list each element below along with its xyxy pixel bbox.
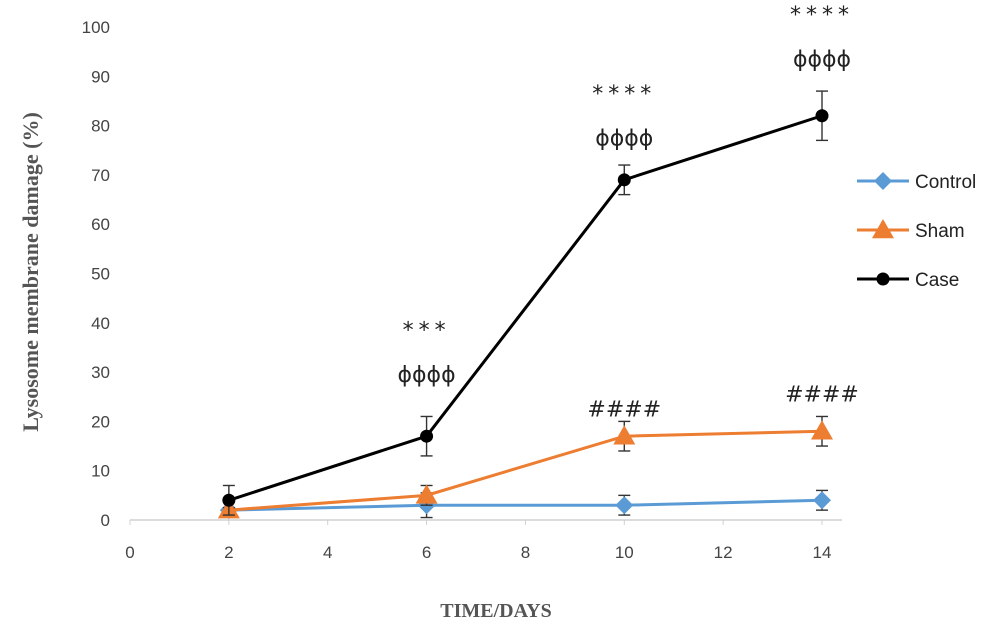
legend-label-sham: Sham (915, 221, 965, 242)
legend-item-sham: Sham (857, 219, 965, 242)
y-tick-label: 0 (101, 511, 110, 530)
y-axis: 0 10 20 30 40 50 60 70 80 90 100 (82, 18, 110, 530)
data-point-sham (811, 420, 833, 440)
significance-annotation: **** (790, 3, 854, 28)
x-tick-label: 0 (125, 543, 134, 562)
legend-item-case: Case (857, 270, 959, 291)
y-tick-label: 60 (91, 215, 110, 234)
data-point-control (615, 496, 634, 515)
x-axis-title: TIME/DAYS (440, 600, 552, 622)
x-axis: 0 2 4 6 8 10 12 14 (125, 519, 842, 562)
data-point-control (813, 491, 831, 510)
data-point-case (815, 109, 829, 123)
data-point-sham (613, 425, 636, 445)
series-line-case (228, 114, 823, 502)
y-tick-label: 80 (91, 117, 110, 136)
significance-annotation: **** (592, 82, 656, 107)
x-tick-label: 8 (521, 543, 530, 562)
x-tick-label: 4 (323, 543, 332, 562)
y-tick-label: 30 (91, 363, 110, 382)
y-tick-label: 90 (91, 67, 110, 86)
significance-annotation: #### (587, 397, 661, 422)
series-line-control (228, 498, 823, 512)
y-tick-label: 100 (82, 18, 110, 37)
legend-marker-sham (872, 219, 894, 239)
y-tick-label: 70 (91, 166, 110, 185)
series-line-sham (228, 429, 823, 512)
legend-marker-control (874, 172, 892, 190)
data-point-case (222, 493, 236, 507)
data-point-case (617, 173, 631, 187)
y-tick-label: 50 (91, 265, 110, 284)
legend-marker-case (876, 272, 890, 286)
series-sham (217, 415, 833, 519)
significance-annotation: ɸɸɸɸ (793, 47, 851, 72)
significance-annotation: *** (403, 319, 451, 344)
legend-label-control: Control (915, 172, 976, 193)
significance-annotation: ɸɸɸɸ (595, 126, 653, 151)
x-tick-label: 10 (615, 543, 634, 562)
legend: Control Sham Case (857, 172, 976, 291)
data-point-sham (415, 484, 438, 504)
legend-item-control: Control (857, 172, 976, 193)
y-tick-label: 20 (91, 412, 110, 431)
significance-annotation: ɸɸɸɸ (398, 363, 456, 388)
series-layer (217, 90, 833, 520)
annotation-layer: *** ɸɸɸɸ **** ɸɸɸɸ #### **** ɸɸɸɸ #### (398, 3, 859, 422)
y-axis-title: Lysosome membrane damage (%) (18, 112, 43, 432)
data-point-case (420, 429, 434, 443)
significance-annotation: #### (785, 383, 859, 408)
x-tick-label: 14 (813, 543, 832, 562)
y-tick-label: 10 (91, 462, 110, 481)
series-case (222, 90, 829, 516)
x-tick-label: 12 (714, 543, 733, 562)
x-tick-label: 6 (422, 543, 431, 562)
y-tick-label: 40 (91, 314, 110, 333)
legend-label-case: Case (915, 270, 959, 291)
x-tick-label: 2 (224, 543, 233, 562)
